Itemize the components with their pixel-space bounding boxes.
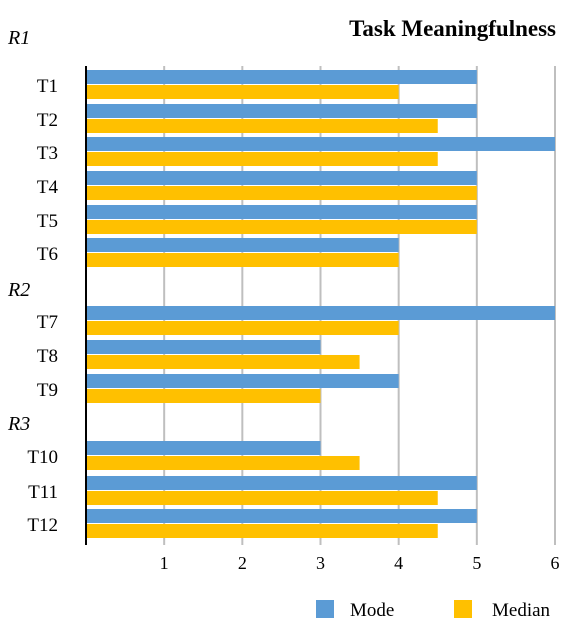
bar-median-t7 (86, 321, 399, 335)
x-tick-label: 2 (238, 553, 247, 573)
category-label-t6: T6 (37, 244, 58, 265)
x-tick-label: 5 (472, 553, 481, 573)
labels: 1 2 3 4 5 6 R1 R2 R3 T1 T2 T3 T4 T5 T6 T7 T8 T9 T10 T11 T12 (7, 27, 560, 573)
bar-median-t3 (86, 152, 438, 166)
chart-title: Task Meaningfulness (349, 16, 556, 41)
category-label-t12: T12 (27, 515, 58, 536)
bar-mode-t2 (86, 104, 477, 118)
category-label-t3: T3 (37, 143, 58, 164)
legend-swatch-mode (316, 600, 334, 618)
bar-mode-t11 (86, 476, 477, 490)
bar-median-t11 (86, 491, 438, 505)
x-tick-label: 3 (316, 553, 325, 573)
bar-median-t12 (86, 524, 438, 538)
bar-median-t8 (86, 355, 360, 369)
category-label-t9: T9 (37, 380, 58, 401)
category-label-t8: T8 (37, 346, 58, 367)
category-label-t10: T10 (27, 447, 58, 468)
legend: Mode Median (316, 600, 551, 621)
category-label-t2: T2 (37, 110, 58, 131)
bars (86, 70, 555, 538)
bar-median-t9 (86, 389, 321, 403)
category-label-t11: T11 (28, 482, 58, 503)
bar-mode-t12 (86, 509, 477, 523)
bar-median-t10 (86, 456, 360, 470)
bar-median-t6 (86, 253, 399, 267)
category-label-t7: T7 (37, 312, 58, 333)
group-label-r3: R3 (7, 413, 30, 435)
legend-swatch-median (454, 600, 472, 618)
bar-mode-t1 (86, 70, 477, 84)
legend-label-mode: Mode (350, 600, 394, 621)
bar-mode-t3 (86, 137, 555, 151)
bar-median-t2 (86, 119, 438, 133)
bar-mode-t10 (86, 441, 321, 455)
bar-median-t4 (86, 186, 477, 200)
bar-mode-t9 (86, 374, 399, 388)
x-tick-label: 1 (160, 553, 169, 573)
bar-median-t5 (86, 220, 477, 234)
group-label-r1: R1 (7, 27, 30, 49)
bar-mode-t8 (86, 340, 321, 354)
category-label-t4: T4 (37, 177, 59, 198)
bar-mode-t7 (86, 306, 555, 320)
bar-mode-t4 (86, 171, 477, 185)
bar-median-t1 (86, 85, 399, 99)
x-tick-label: 6 (551, 553, 560, 573)
bar-mode-t6 (86, 238, 399, 252)
legend-label-median: Median (492, 600, 551, 621)
bar-mode-t5 (86, 205, 477, 219)
category-label-t5: T5 (37, 211, 58, 232)
group-label-r2: R2 (7, 279, 30, 301)
category-label-t1: T1 (37, 76, 58, 97)
x-tick-label: 4 (394, 553, 403, 573)
